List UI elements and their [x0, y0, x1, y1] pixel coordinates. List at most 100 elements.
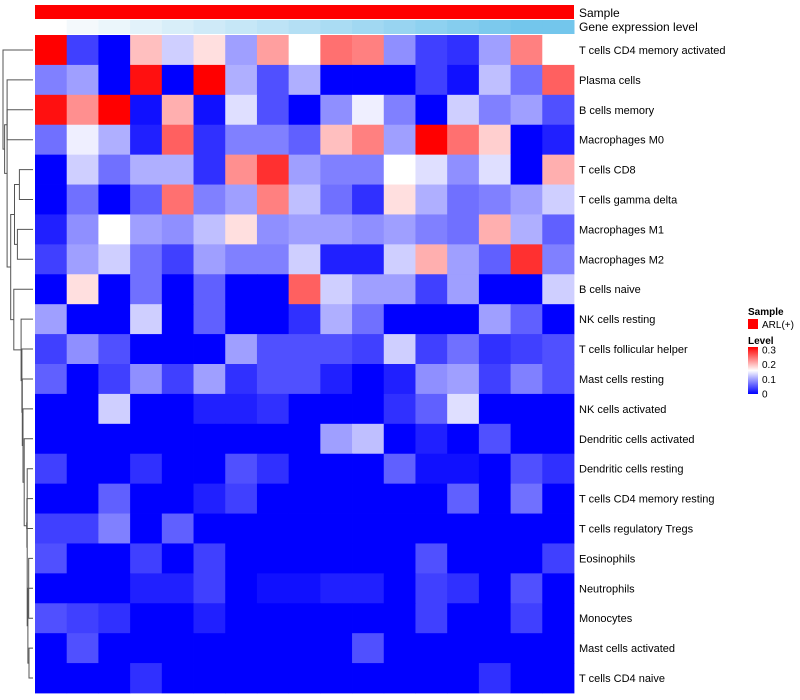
row-label: T cells CD4 naive	[579, 673, 665, 685]
heatmap-cell	[130, 633, 163, 664]
annotation-tracks	[35, 5, 575, 34]
heatmap-cell	[66, 453, 99, 485]
heatmap-cell	[478, 304, 511, 335]
heatmap-cell	[383, 393, 416, 425]
heatmap-cell	[256, 543, 290, 574]
heatmap-cell	[352, 513, 385, 544]
heatmap-cell	[288, 214, 321, 245]
heatmap-cell	[130, 663, 163, 694]
heatmap-cell	[256, 663, 290, 694]
heatmap-cell	[415, 64, 448, 96]
expression-track-cell	[542, 20, 575, 34]
heatmap-cell	[256, 364, 290, 395]
expression-track-label: Gene expression level	[579, 20, 698, 34]
dendrogram-branch	[21, 378, 33, 446]
heatmap-cell	[225, 274, 258, 305]
heatmap-cell	[352, 304, 385, 335]
heatmap-cell	[510, 543, 543, 574]
heatmap-cell	[288, 94, 321, 126]
heatmap-cell	[98, 543, 131, 574]
heatmap-cell	[383, 184, 416, 215]
heatmap-cell	[478, 513, 511, 544]
heatmap-cell	[130, 543, 163, 574]
heatmap-cell	[161, 64, 194, 96]
heatmap-cell	[130, 513, 163, 544]
heatmap-cell	[161, 393, 194, 425]
heatmap-cell	[415, 334, 448, 365]
heatmap-cell	[352, 543, 385, 574]
heatmap-cell	[320, 423, 353, 455]
heatmap-cell	[256, 573, 290, 604]
heatmap-cell	[98, 35, 131, 66]
heatmap-cell	[256, 334, 290, 365]
heatmap-cell	[383, 64, 416, 96]
heatmap-cell	[288, 633, 321, 664]
legend-sample-swatch	[748, 319, 758, 329]
row-label: T cells follicular helper	[579, 344, 688, 356]
heatmap-cell	[130, 423, 163, 455]
heatmap-cell	[542, 64, 575, 96]
heatmap-cell	[510, 573, 543, 604]
heatmap-cell	[447, 573, 480, 604]
heatmap-cell	[225, 64, 258, 96]
heatmap-cell	[447, 543, 480, 574]
heatmap-cell	[542, 423, 575, 455]
heatmap-cell	[320, 35, 353, 66]
heatmap-cell	[256, 244, 290, 275]
heatmap-cell	[542, 214, 575, 245]
heatmap-cell	[193, 393, 226, 425]
heatmap-cell	[415, 543, 448, 574]
heatmap-cell	[352, 154, 385, 185]
heatmap-cell	[415, 633, 448, 664]
heatmap-cell	[130, 124, 163, 156]
heatmap-cell	[66, 304, 99, 335]
expression-track-cell	[352, 20, 385, 34]
heatmap-cell	[225, 423, 258, 455]
heatmap-cell	[35, 124, 68, 156]
expression-track-cell	[478, 20, 512, 34]
heatmap-cell	[478, 35, 511, 66]
heatmap-cell	[478, 364, 511, 395]
expression-track-cell	[256, 20, 290, 34]
heatmap-cell	[542, 513, 575, 544]
heatmap-cell	[415, 124, 448, 156]
sample-track-bar	[35, 5, 574, 19]
row-label: Dendritic cells resting	[579, 464, 684, 476]
heatmap-cell	[98, 603, 131, 634]
heatmap-cell	[193, 573, 226, 604]
heatmap-cell	[288, 124, 321, 156]
heatmap-cell	[256, 184, 290, 215]
heatmap-cell	[478, 124, 511, 156]
heatmap-cell	[542, 603, 575, 634]
heatmap-cell	[161, 364, 194, 395]
legend-level-tick: 0.1	[762, 375, 776, 386]
heatmap-cell	[352, 393, 385, 425]
heatmap-cell	[320, 603, 353, 634]
heatmap-cell	[256, 274, 290, 305]
heatmap-cell	[35, 274, 68, 305]
heatmap-cell	[66, 214, 99, 245]
heatmap-cell	[415, 304, 448, 335]
heatmap-cell	[66, 124, 99, 156]
heatmap-cell	[478, 64, 511, 96]
heatmap-cell	[130, 603, 163, 634]
heatmap-cell	[447, 244, 480, 275]
heatmap-cell	[320, 274, 353, 305]
heatmap-cell	[288, 35, 321, 66]
heatmap-cell	[447, 364, 480, 395]
heatmap-cell	[35, 214, 68, 245]
expression-track-cell	[510, 20, 543, 34]
heatmap-cell	[320, 94, 353, 126]
expression-track-cell	[66, 20, 99, 34]
heatmap-cell	[542, 483, 575, 514]
heatmap-cell	[542, 663, 575, 694]
heatmap-cell	[510, 304, 543, 335]
heatmap-cell	[542, 393, 575, 425]
heatmap-cell	[256, 154, 290, 185]
heatmap-cell	[447, 214, 480, 245]
row-labels: T cells CD4 memory activated Plasma cells…	[579, 45, 726, 685]
heatmap-cell	[542, 573, 575, 604]
heatmap-cell	[510, 453, 543, 485]
heatmap-cell	[256, 64, 290, 96]
